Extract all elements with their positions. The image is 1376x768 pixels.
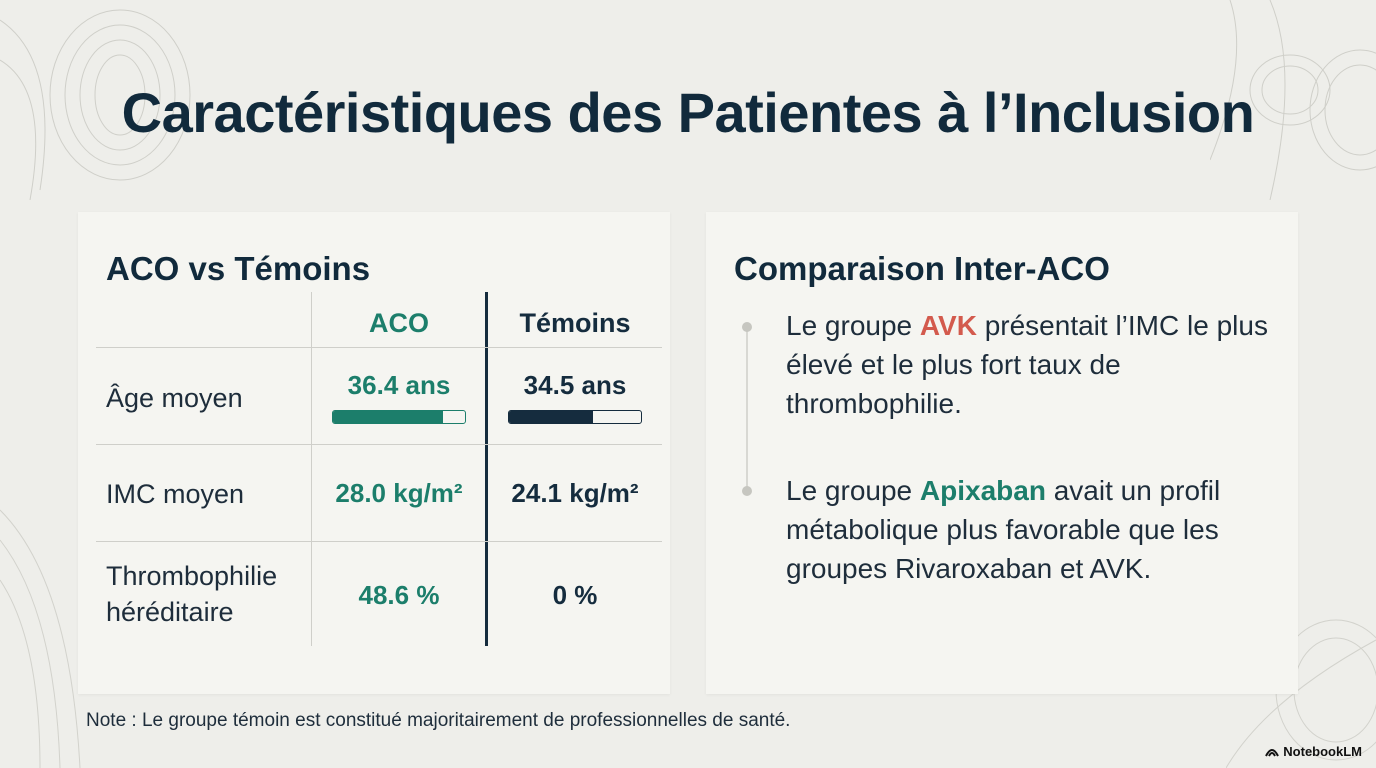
row-label-imc: IMC moyen xyxy=(106,479,245,509)
point-text: Le groupe xyxy=(786,475,920,506)
cell-aco-age: 36.4 ans xyxy=(347,370,451,400)
point-apixaban: Le groupe Apixaban avait un profil métab… xyxy=(786,471,1286,588)
cell-temoins-thrombophilie: 0 % xyxy=(552,580,598,610)
timeline-line xyxy=(746,324,748,494)
cell-aco-imc: 28.0 kg/m² xyxy=(335,478,463,508)
brand-name: NotebookLM xyxy=(1283,744,1362,759)
header-divider xyxy=(96,347,662,348)
row-divider xyxy=(96,541,662,542)
notebooklm-icon xyxy=(1265,748,1280,756)
column-divider xyxy=(311,292,312,646)
row-divider xyxy=(96,444,662,445)
row-label-thrombophilie: Thrombophilie héréditaire xyxy=(106,561,278,627)
panel-title: ACO vs Témoins xyxy=(106,250,371,287)
decorative-wireframe-bottom-left xyxy=(0,509,81,768)
bullet-dot xyxy=(742,486,752,496)
cell-temoins-imc: 24.1 kg/m² xyxy=(511,478,639,508)
page-title: Caractéristiques des Patientes à l’Inclu… xyxy=(121,81,1255,144)
footnote: Note : Le groupe témoin est constitué ma… xyxy=(86,710,791,731)
row-label-age: Âge moyen xyxy=(106,383,243,413)
column-divider-strong xyxy=(485,292,488,646)
progress-bar-temoins-age xyxy=(508,410,642,424)
column-header-aco: ACO xyxy=(369,308,429,338)
highlight-avk: AVK xyxy=(919,310,977,341)
bullet-dot xyxy=(742,322,752,332)
cell-temoins-age: 34.5 ans xyxy=(523,370,627,400)
highlight-apixaban: Apixaban xyxy=(919,475,1046,506)
aco-vs-temoins-panel: ACO vs Témoins ACO Témoins Âge moyen 36.… xyxy=(78,212,670,694)
point-text: avait un profil métabolique plus favorab… xyxy=(786,475,1221,584)
column-header-temoins: Témoins xyxy=(519,308,631,338)
panel-title: Comparaison Inter-ACO xyxy=(734,250,1110,287)
brand-logo: NotebookLM xyxy=(1265,744,1362,759)
inter-aco-panel: Comparaison Inter-ACO Le groupe AVK prés… xyxy=(706,212,1298,694)
point-text: présentait l’IMC le plus élevé et le plu… xyxy=(786,310,1268,419)
cell-aco-thrombophilie: 48.6 % xyxy=(358,580,440,610)
progress-bar-aco-age xyxy=(332,410,466,424)
point-avk: Le groupe AVK présentait l’IMC le plus é… xyxy=(786,306,1286,423)
point-text: Le groupe xyxy=(786,310,920,341)
